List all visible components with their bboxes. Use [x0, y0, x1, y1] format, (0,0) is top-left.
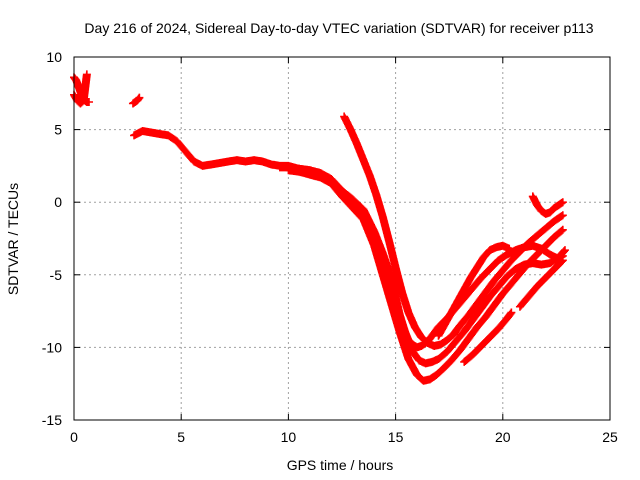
y-tick-label: 5 — [54, 122, 62, 138]
series-arc-3 — [128, 93, 144, 108]
series-points — [528, 192, 567, 218]
series-points — [460, 308, 516, 366]
y-tick-label: -15 — [42, 412, 62, 428]
x-axis-label: GPS time / hours — [287, 457, 394, 473]
plot-frame — [73, 56, 611, 421]
x-tick-label: 5 — [177, 429, 185, 445]
axis-ticks — [73, 56, 611, 421]
y-tick-label: 0 — [54, 194, 62, 210]
series-arc-10 — [460, 308, 516, 366]
series-arc-8 — [528, 192, 567, 218]
series-arc-7 — [340, 112, 567, 350]
x-tick-label: 25 — [602, 429, 618, 445]
series-points — [340, 112, 567, 350]
series-points — [284, 166, 567, 385]
series-arc-6 — [284, 166, 567, 385]
series-points — [434, 241, 514, 340]
series-arc-11 — [515, 256, 567, 311]
y-tick-label: -10 — [42, 339, 62, 355]
data-marks — [70, 70, 569, 385]
x-tick-label: 15 — [388, 429, 404, 445]
series-points — [128, 93, 144, 108]
y-tick-labels: -15 -10 -5 0 5 10 — [42, 49, 62, 428]
x-tick-label: 10 — [281, 429, 297, 445]
x-tick-label: 0 — [70, 429, 78, 445]
series-arc-9 — [434, 241, 514, 340]
series-arc-4 — [130, 127, 567, 352]
x-tick-label: 20 — [495, 429, 511, 445]
y-tick-label: -5 — [50, 267, 63, 283]
series-points — [515, 256, 567, 311]
x-tick-labels: 0 5 10 15 20 25 — [70, 429, 618, 445]
series-points — [130, 127, 567, 352]
chart-title: Day 216 of 2024, Sidereal Day-to-day VTE… — [84, 20, 593, 36]
y-axis-label: SDTVAR / TECUs — [5, 183, 21, 295]
y-tick-label: 10 — [46, 49, 62, 65]
